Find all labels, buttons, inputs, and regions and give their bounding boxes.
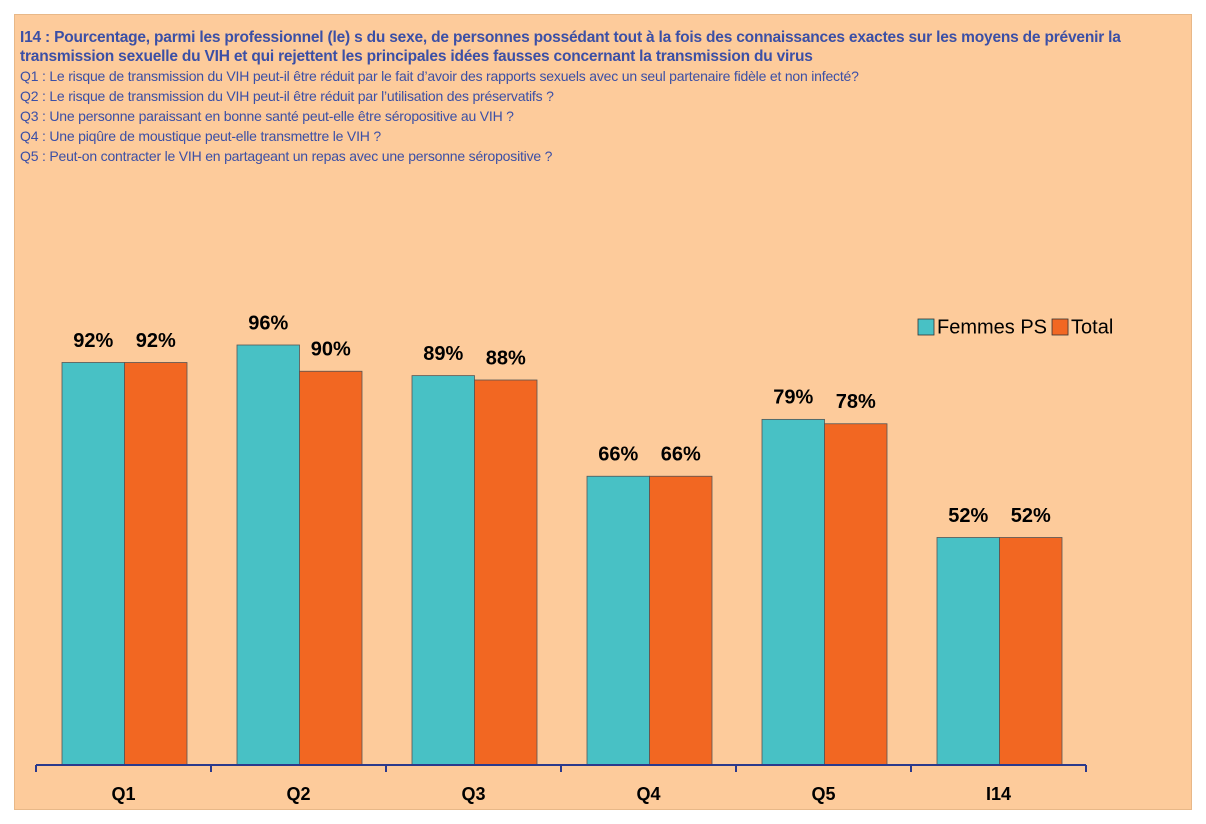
- note: Q5 : Peut-on contracter le VIH en partag…: [20, 148, 553, 164]
- bar: [474, 379, 538, 766]
- bar: [586, 475, 650, 766]
- value-label: 66%: [598, 444, 638, 466]
- bar: [299, 370, 363, 766]
- bar: [61, 362, 125, 766]
- bar: [411, 375, 475, 766]
- chart-title: I14 : Pourcentage, parmi les professionn…: [20, 29, 1121, 65]
- legend-label: Femmes PS: [937, 316, 1047, 338]
- value-label: 89%: [423, 343, 463, 365]
- value-label: 88%: [486, 347, 526, 369]
- legend-swatch: [1051, 318, 1069, 336]
- value-label: 90%: [311, 339, 351, 361]
- bar: [824, 423, 888, 766]
- x-tick-label: Q1: [111, 784, 135, 804]
- x-tick-label: Q4: [636, 784, 660, 804]
- bar: [236, 344, 300, 766]
- value-label: 96%: [248, 312, 288, 334]
- x-tick-label: Q3: [461, 784, 485, 804]
- notes: Q1 : Le risque de transmission du VIH pe…: [20, 66, 1190, 166]
- value-label: 78%: [836, 391, 876, 413]
- note: Q1 : Le risque de transmission du VIH pe…: [20, 68, 859, 84]
- value-label: 92%: [136, 330, 176, 352]
- note: Q3 : Une personne paraissant en bonne sa…: [20, 108, 514, 124]
- bar: [936, 537, 1000, 766]
- x-tick-label: Q2: [286, 784, 310, 804]
- note: Q4 : Une piqûre de moustique peut-elle t…: [20, 128, 381, 144]
- bar: [124, 362, 188, 766]
- bar: [999, 537, 1063, 766]
- value-label: 79%: [773, 387, 813, 409]
- legend-swatch: [917, 318, 935, 336]
- value-label: 52%: [948, 505, 988, 527]
- header: I14 : Pourcentage, parmi les professionn…: [20, 28, 1190, 166]
- value-label: 52%: [1011, 505, 1051, 527]
- bar: [761, 418, 825, 766]
- x-tick-label: Q5: [811, 784, 835, 804]
- legend-label: Total: [1071, 316, 1113, 338]
- value-label: 92%: [73, 330, 113, 352]
- x-tick-label: I14: [986, 784, 1011, 804]
- bar: [649, 475, 713, 766]
- note: Q2 : Le risque de transmission du VIH pe…: [20, 88, 554, 104]
- value-label: 66%: [661, 444, 701, 466]
